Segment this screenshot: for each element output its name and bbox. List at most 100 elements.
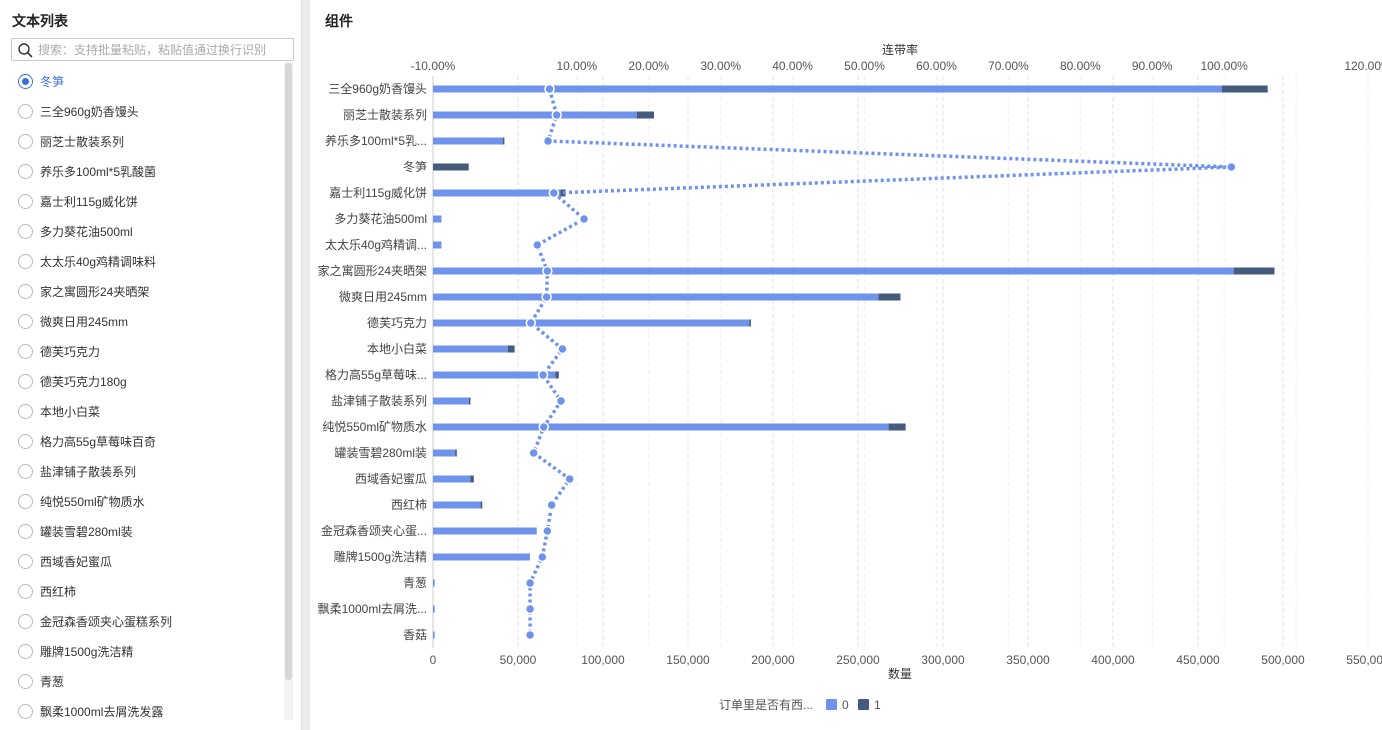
list-item[interactable]: 金冠森香颂夹心蛋糕系列 — [11, 606, 281, 636]
search-input[interactable] — [38, 41, 288, 59]
list-item[interactable]: 本地小白菜 — [11, 396, 281, 426]
y-tick-label: 罐装雪碧280ml装 — [334, 446, 427, 460]
bar — [433, 345, 508, 353]
radio-button[interactable] — [18, 583, 33, 599]
radio-button[interactable] — [18, 313, 33, 329]
y-tick-label: 盐津铺子散装系列 — [331, 393, 427, 408]
radio-button[interactable] — [18, 643, 33, 659]
radio-button[interactable] — [18, 523, 33, 539]
combo-bar-line-chart: 0 50,000 100,000 150,000 200,000 250,000 300,0… — [318, 42, 1382, 712]
x-tick-label: 100,000 — [581, 653, 625, 667]
y-tick-label: 飘柔1000ml去屑洗... — [318, 602, 427, 616]
x-axis-title: 数量 — [888, 666, 912, 681]
x2-tick-label: 20.00% — [628, 59, 669, 73]
x-tick-label: 300,000 — [921, 653, 965, 667]
list-item[interactable]: 家之寓圆形24夹晒架 — [11, 276, 281, 306]
line-point — [542, 265, 553, 277]
line-point — [546, 499, 557, 511]
radio-button[interactable] — [18, 343, 33, 359]
line-point — [532, 239, 543, 251]
radio-button[interactable] — [18, 193, 33, 209]
y-tick-label: 青葱 — [403, 576, 427, 590]
search-box[interactable] — [11, 38, 294, 61]
list-item-label: 太太乐40g鸡精调味料 — [40, 254, 157, 269]
list-item[interactable]: 西域香妃蜜瓜 — [11, 546, 281, 576]
x2-tick-label: -10.00% — [411, 59, 456, 73]
list-item-label: 丽芝士散装系列 — [40, 134, 125, 149]
radio-button[interactable] — [18, 283, 33, 299]
chart-panel: 组件 0 50,000 100,000 150,000 200,000 250,000 30… — [310, 0, 1382, 730]
list-item[interactable]: 纯悦550ml矿物质水 — [11, 486, 281, 516]
bar — [433, 475, 471, 483]
list-item[interactable]: 德芙巧克力180g — [11, 366, 281, 396]
x2-tick-label: 60.00% — [916, 59, 957, 73]
bar — [433, 111, 637, 119]
list-item[interactable]: 冬笋 — [11, 66, 281, 96]
radio-button[interactable] — [18, 163, 33, 179]
list-item[interactable]: 雕牌1500g洗洁精 — [11, 636, 281, 666]
bar — [878, 293, 901, 301]
y-tick-label: 微爽日用245mm — [339, 290, 427, 304]
list-item[interactable]: 盐津铺子散装系列 — [11, 456, 281, 486]
line-point — [524, 577, 536, 589]
list-item[interactable]: 西红柿 — [11, 576, 281, 606]
bar — [433, 631, 435, 639]
y-tick-label: 香菇 — [403, 628, 427, 642]
radio-button[interactable] — [18, 703, 33, 719]
radio-button[interactable] — [18, 223, 33, 239]
y-tick-label: 家之寓圆形24夹晒架 — [318, 263, 427, 278]
list-item[interactable]: 飘柔1000ml去屑洗发露 — [11, 696, 281, 720]
line-point — [528, 447, 539, 459]
y-tick-label: 西红柿 — [391, 497, 427, 512]
radio-button[interactable] — [18, 433, 33, 449]
radio-button[interactable] — [18, 403, 33, 419]
radio-button[interactable] — [18, 493, 33, 509]
radio-button[interactable] — [18, 253, 33, 269]
list-item-label: 西红柿 — [40, 584, 77, 599]
line-point — [548, 187, 560, 199]
list-item[interactable]: 多力葵花油500ml — [11, 216, 281, 246]
line-point — [525, 317, 537, 329]
line-point — [542, 525, 553, 537]
list-item[interactable]: 青葱 — [11, 666, 281, 696]
line-point — [524, 603, 536, 615]
legend-swatch — [858, 699, 869, 710]
list-scrollbar-thumb[interactable] — [285, 63, 292, 680]
bar — [470, 475, 474, 483]
line-point — [555, 395, 567, 407]
chart-panel-title: 组件 — [325, 13, 353, 29]
list-item[interactable]: 嘉士利115g威化饼 — [11, 186, 281, 216]
x2-tick-label: 40.00% — [772, 59, 813, 73]
radio-button[interactable] — [18, 553, 33, 569]
list-item[interactable]: 太太乐40g鸡精调味料 — [11, 246, 281, 276]
list-item[interactable]: 养乐多100ml*5乳酸菌 — [11, 156, 281, 186]
radio-button[interactable] — [18, 463, 33, 479]
y-tick-label: 金冠森香颂夹心蛋... — [321, 523, 427, 538]
text-list: 冬笋 三全960g奶香馒头丽芝士散装系列养乐多100ml*5乳酸菌 嘉士利115g威… — [11, 66, 283, 720]
bar — [433, 397, 469, 405]
radio-button[interactable] — [18, 613, 33, 629]
list-item[interactable]: 微爽日用245mm — [11, 306, 281, 336]
radio-button[interactable] — [18, 373, 33, 389]
radio-button[interactable] — [18, 673, 33, 689]
radio-button[interactable] — [18, 133, 33, 149]
legend-swatch — [826, 699, 837, 710]
list-item[interactable]: 罐装雪碧280ml装 — [11, 516, 281, 546]
bar — [433, 449, 456, 457]
list-item[interactable]: 德芙巧克力 — [11, 336, 281, 366]
text-list-panel: 文本列表 冬笋三全960g奶香馒头丽芝士散装系列养乐多100ml*5乳酸菌嘉士利… — [0, 0, 302, 730]
y-tick-label: 冬笋 — [403, 159, 427, 174]
list-item[interactable]: 格力高55g草莓味百奇 — [11, 426, 281, 456]
y-tick-label: 养乐多100ml*5乳... — [325, 133, 427, 148]
bar — [433, 605, 435, 613]
list-item[interactable]: 三全960g奶香馒头 — [11, 96, 281, 126]
list-item[interactable]: 丽芝士散装系列 — [11, 126, 281, 156]
line-point — [538, 421, 550, 433]
search-icon — [18, 43, 33, 58]
text-list-title: 文本列表 — [12, 13, 68, 29]
bar — [433, 267, 1234, 275]
bar — [433, 163, 469, 171]
radio-button[interactable] — [18, 73, 33, 89]
x-tick-label: 200,000 — [751, 653, 795, 667]
radio-button[interactable] — [18, 103, 33, 119]
